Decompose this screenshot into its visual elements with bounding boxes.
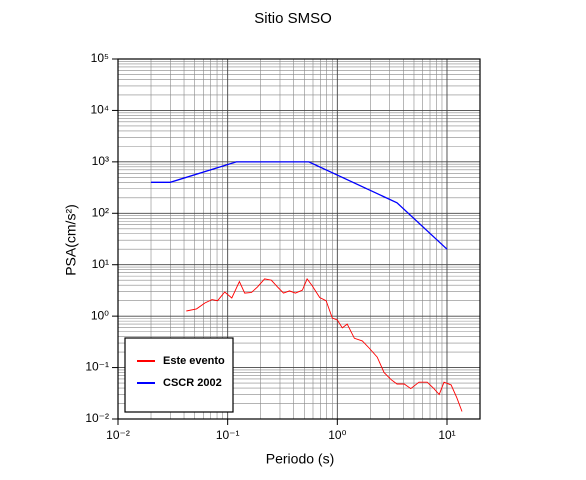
plot-frame: [117, 58, 481, 420]
x-axis-label: Periodo (s): [266, 451, 334, 467]
legend-box: [124, 337, 234, 413]
y-tick-label: 10⁻²: [85, 411, 109, 425]
x-tick-label: 10⁰: [328, 428, 346, 442]
x-tick-label: 10¹: [438, 428, 455, 442]
y-tick-label: 10³: [92, 154, 109, 168]
legend-label: Este evento: [163, 355, 225, 367]
y-tick-label: 10⁵: [91, 51, 109, 65]
series-line: [186, 277, 463, 412]
y-tick-label: 10¹: [92, 257, 109, 271]
chart-title: Sitio SMSO: [254, 10, 332, 27]
y-axis-label: PSA(cm/s²): [63, 204, 79, 276]
y-tick-label: 10⁰: [91, 308, 109, 322]
x-tick-label: 10⁻²: [106, 428, 130, 442]
x-tick-label: 10⁻¹: [216, 428, 240, 442]
y-tick-label: 10⁴: [90, 103, 109, 117]
legend-label: CSCR 2002: [163, 377, 222, 389]
y-tick-label: 10²: [92, 205, 109, 219]
y-tick-label: 10⁻¹: [85, 360, 109, 374]
series-line: [151, 161, 448, 250]
